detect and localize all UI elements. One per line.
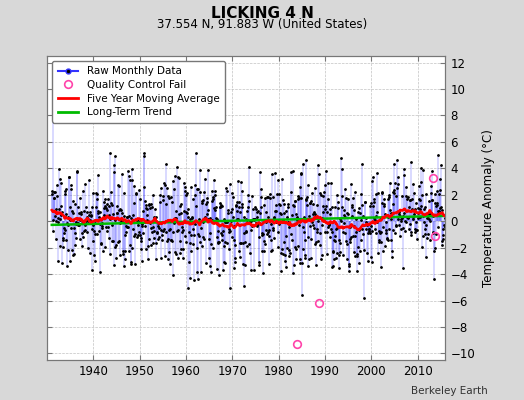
Text: 37.554 N, 91.883 W (United States): 37.554 N, 91.883 W (United States): [157, 18, 367, 31]
Y-axis label: Temperature Anomaly (°C): Temperature Anomaly (°C): [482, 129, 495, 287]
Text: Berkeley Earth: Berkeley Earth: [411, 386, 487, 396]
Text: LICKING 4 N: LICKING 4 N: [211, 6, 313, 21]
Legend: Raw Monthly Data, Quality Control Fail, Five Year Moving Average, Long-Term Tren: Raw Monthly Data, Quality Control Fail, …: [52, 61, 225, 122]
